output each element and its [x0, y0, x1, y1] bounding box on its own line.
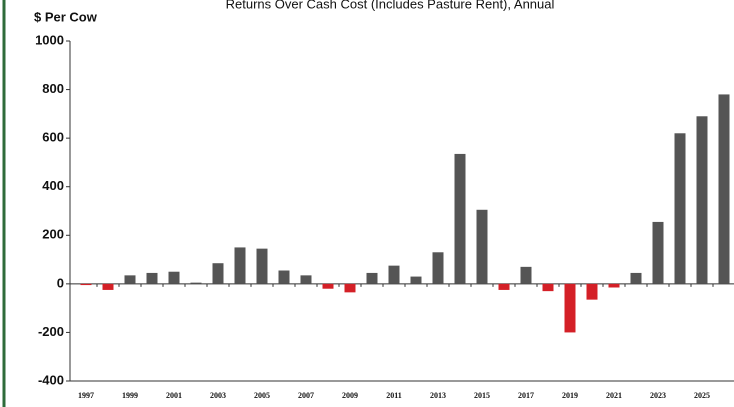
bar	[124, 275, 136, 284]
x-tick-label: 2025	[694, 391, 710, 400]
bar	[454, 153, 466, 284]
bar	[498, 283, 510, 290]
bar	[542, 283, 554, 292]
bar	[674, 133, 686, 284]
bar	[564, 283, 576, 333]
y-tick-label: -400	[38, 372, 64, 387]
bar	[608, 283, 620, 288]
x-tick-label: 2011	[386, 391, 402, 400]
y-tick-label: 400	[42, 178, 64, 193]
bar	[80, 283, 92, 286]
x-tick-label: 2007	[298, 391, 314, 400]
x-tick-label: 2017	[518, 391, 534, 400]
bar	[300, 275, 312, 284]
y-axis-label: $ Per Cow	[34, 9, 98, 24]
x-tick-label: 2015	[474, 391, 490, 400]
x-tick-label: 1997	[78, 391, 94, 400]
bar	[718, 94, 730, 284]
bar	[696, 116, 708, 284]
x-tick-label: 2001	[166, 391, 182, 400]
bar	[278, 270, 290, 284]
chart-title: Returns Over Cash Cost (Includes Pasture…	[226, 0, 555, 11]
bar	[256, 248, 268, 284]
bar	[168, 271, 180, 284]
y-tick-label: 1000	[35, 32, 64, 47]
bar	[652, 221, 664, 284]
x-tick-label: 2023	[650, 391, 666, 400]
bar	[234, 247, 246, 284]
bar	[344, 283, 356, 293]
bar	[586, 283, 598, 300]
bar	[366, 272, 378, 284]
y-tick-label: 800	[42, 81, 64, 96]
y-tick-label: 200	[42, 227, 64, 242]
x-tick-label: 2009	[342, 391, 358, 400]
x-tick-label: 1999	[122, 391, 138, 400]
bar	[410, 276, 422, 284]
x-tick-label: 2003	[210, 391, 226, 400]
x-tick-label: 2021	[606, 391, 622, 400]
bar	[190, 282, 202, 284]
x-tick-label: 2005	[254, 391, 270, 400]
bar	[520, 266, 532, 284]
bar	[146, 272, 158, 284]
bar	[630, 272, 642, 284]
x-tick-label: 2019	[562, 391, 578, 400]
bar	[212, 263, 224, 284]
bar	[432, 252, 444, 284]
y-tick-label: 600	[42, 130, 64, 145]
bar	[388, 265, 400, 284]
y-tick-label: -200	[38, 324, 64, 339]
x-tick-label: 2013	[430, 391, 446, 400]
y-tick-label: 0	[57, 275, 64, 290]
bar	[102, 283, 114, 290]
bar	[476, 209, 488, 284]
bar	[322, 283, 334, 289]
